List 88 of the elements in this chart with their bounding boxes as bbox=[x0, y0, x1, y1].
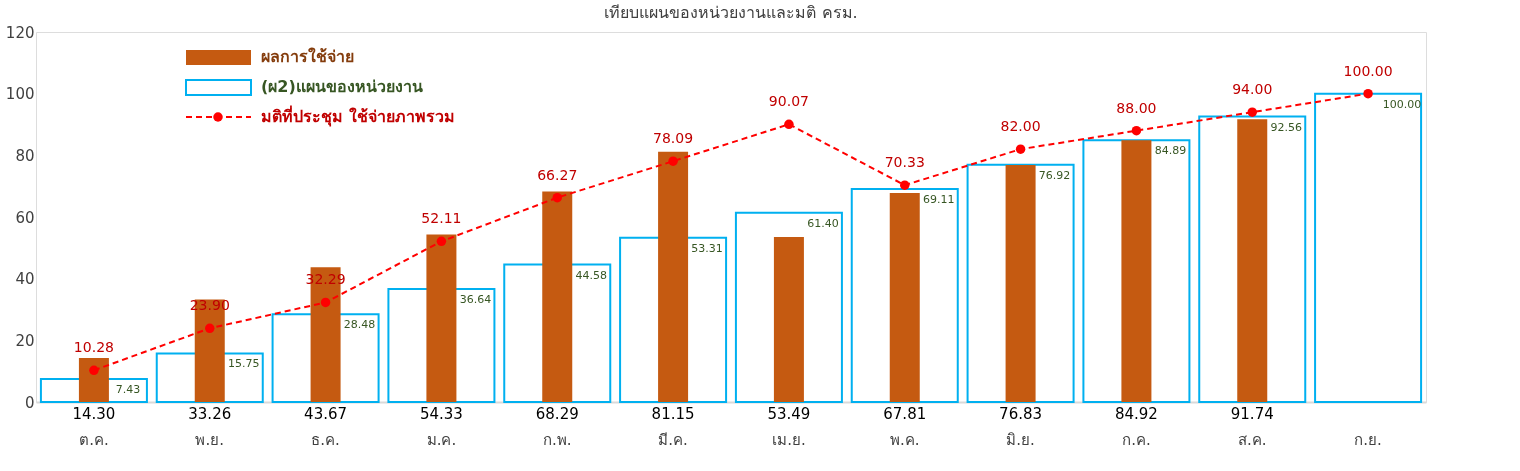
bar bbox=[78, 357, 109, 402]
data-label: 53.31 bbox=[691, 241, 723, 255]
y-tick-label: 80 bbox=[15, 146, 35, 165]
data-label: 53.49 bbox=[767, 405, 811, 423]
data-label: 76.83 bbox=[999, 405, 1043, 423]
bar bbox=[619, 236, 728, 403]
bar bbox=[773, 237, 804, 402]
data-label: 88.00 bbox=[1116, 99, 1157, 116]
bar bbox=[387, 288, 496, 403]
x-tick-label: ก.ย. bbox=[1354, 430, 1382, 449]
data-label: 28.48 bbox=[343, 318, 376, 332]
x-tick-label: ก.ค. bbox=[1122, 430, 1151, 449]
data-label: 61.40 bbox=[807, 216, 839, 230]
data-label: 92.56 bbox=[1270, 120, 1302, 134]
point bbox=[552, 192, 562, 203]
legend-label: ผลการใช้จ่าย bbox=[261, 47, 354, 66]
legend-label: (ผ2)แผนของหน่วยงาน bbox=[261, 77, 423, 96]
x-tick-label: ต.ค. bbox=[79, 430, 109, 449]
point bbox=[320, 297, 331, 308]
bar bbox=[889, 192, 920, 402]
bar bbox=[1082, 139, 1191, 403]
bar bbox=[1121, 140, 1152, 402]
bar bbox=[1005, 165, 1036, 402]
data-label: 81.15 bbox=[651, 405, 695, 423]
chart-title: เทียบแผนของหน่วยงานและมติ ครม. bbox=[604, 3, 858, 22]
data-label: 76.92 bbox=[1038, 168, 1071, 182]
point bbox=[784, 119, 794, 130]
data-label: 67.81 bbox=[883, 405, 927, 423]
x-tick-label: ม.ค. bbox=[426, 430, 457, 449]
data-label: 90.07 bbox=[768, 93, 809, 110]
data-label: 100.00 bbox=[1343, 62, 1393, 79]
y-tick-label: 120 bbox=[5, 23, 35, 42]
bar bbox=[503, 263, 612, 403]
y-tick-label: 100 bbox=[5, 85, 35, 104]
data-label: 69.11 bbox=[923, 192, 955, 206]
bar bbox=[966, 163, 1075, 403]
bar bbox=[734, 211, 843, 403]
point bbox=[89, 365, 99, 376]
point bbox=[668, 156, 678, 166]
y-tick-label: 40 bbox=[15, 270, 35, 289]
bar bbox=[271, 313, 380, 403]
x-tick-label: มี.ค. bbox=[658, 430, 688, 449]
x-tick-label: มิ.ย. bbox=[1006, 430, 1035, 449]
x-tick-label: เม.ย. bbox=[772, 430, 806, 449]
y-tick-label: 20 bbox=[15, 331, 35, 350]
bar bbox=[39, 378, 148, 403]
x-tick-label: ส.ค. bbox=[1237, 430, 1267, 449]
x-tick-label: ก.พ. bbox=[542, 430, 572, 449]
data-label: 33.26 bbox=[188, 405, 232, 423]
data-label: 91.74 bbox=[1230, 405, 1274, 423]
data-label: 94.00 bbox=[1232, 81, 1273, 98]
data-label: 66.27 bbox=[537, 166, 578, 183]
data-label: 15.75 bbox=[228, 357, 260, 371]
point bbox=[205, 323, 215, 334]
y-tick-label: 60 bbox=[15, 208, 35, 227]
point bbox=[1131, 125, 1142, 136]
bar bbox=[155, 352, 264, 403]
point bbox=[1363, 88, 1373, 99]
bar bbox=[1314, 92, 1423, 403]
x-tick-label: พ.ค. bbox=[889, 430, 920, 449]
data-label: 10.28 bbox=[73, 339, 114, 356]
data-label: 84.92 bbox=[1114, 405, 1158, 423]
bar bbox=[850, 187, 959, 403]
point bbox=[436, 236, 447, 247]
data-label: 36.64 bbox=[459, 293, 492, 307]
bar bbox=[1198, 115, 1307, 403]
data-label: 43.67 bbox=[304, 405, 348, 423]
bar bbox=[658, 151, 689, 402]
data-label: 68.29 bbox=[535, 405, 579, 423]
point bbox=[1247, 107, 1257, 117]
bar bbox=[542, 191, 573, 402]
data-label: 84.89 bbox=[1154, 144, 1187, 158]
point bbox=[1015, 144, 1026, 154]
data-label: 14.30 bbox=[72, 405, 116, 423]
data-label: 44.58 bbox=[575, 268, 607, 282]
data-label: 7.43 bbox=[115, 383, 141, 397]
point bbox=[900, 180, 910, 190]
y-tick-label: 0 bbox=[24, 393, 35, 412]
data-label: 78.09 bbox=[653, 130, 694, 147]
data-label: 54.33 bbox=[419, 405, 463, 423]
legend-label: มติที่ประชุม ใช้จ่ายภาพรวม bbox=[261, 105, 455, 127]
data-label: 70.33 bbox=[884, 154, 925, 171]
x-tick-label: พ.ย. bbox=[195, 430, 225, 449]
bar bbox=[426, 234, 457, 402]
data-label: 82.00 bbox=[1000, 118, 1041, 135]
bar bbox=[1237, 119, 1268, 402]
x-tick-label: ธ.ค. bbox=[311, 430, 340, 449]
data-label: 52.11 bbox=[421, 210, 462, 227]
